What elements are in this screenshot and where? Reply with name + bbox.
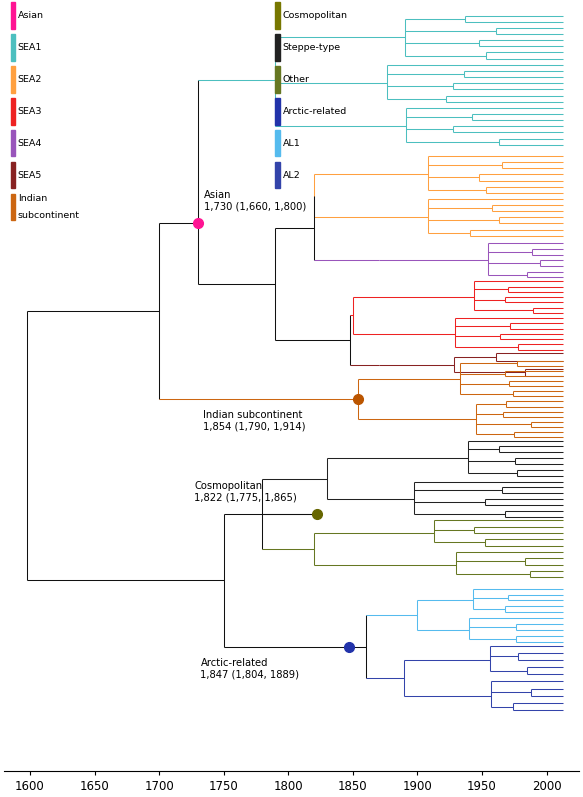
- Text: SEA4: SEA4: [17, 139, 42, 147]
- Bar: [275, 34, 280, 61]
- Text: SEA3: SEA3: [17, 107, 42, 116]
- Text: Other: Other: [282, 75, 310, 84]
- Bar: [275, 130, 280, 156]
- Text: Cosmopolitan: Cosmopolitan: [282, 11, 347, 20]
- Bar: [10, 162, 15, 188]
- Bar: [275, 66, 280, 92]
- Bar: [10, 130, 15, 156]
- Bar: [275, 98, 280, 124]
- Text: SEA5: SEA5: [17, 171, 42, 179]
- Text: Arctic-related
1,847 (1,804, 1889): Arctic-related 1,847 (1,804, 1889): [201, 658, 300, 680]
- Bar: [10, 34, 15, 61]
- Text: Steppe-type: Steppe-type: [282, 43, 340, 52]
- Text: subcontinent: subcontinent: [17, 210, 80, 220]
- Text: SEA2: SEA2: [17, 75, 42, 84]
- Text: Indian: Indian: [17, 194, 47, 203]
- Text: Indian subcontinent
1,854 (1,790, 1,914): Indian subcontinent 1,854 (1,790, 1,914): [203, 410, 305, 432]
- Bar: [10, 98, 15, 124]
- Text: Arctic-related: Arctic-related: [282, 107, 347, 116]
- Bar: [275, 162, 280, 188]
- Text: Asian: Asian: [17, 11, 44, 20]
- Text: Asian
1,730 (1,660, 1,800): Asian 1,730 (1,660, 1,800): [204, 190, 307, 211]
- Bar: [10, 66, 15, 92]
- Text: SEA1: SEA1: [17, 43, 42, 52]
- Bar: [10, 194, 15, 220]
- Text: AL1: AL1: [282, 139, 300, 147]
- Bar: [10, 2, 15, 29]
- Bar: [275, 2, 280, 29]
- Text: AL2: AL2: [282, 171, 300, 179]
- Text: Cosmopolitan
1,822 (1,775, 1,865): Cosmopolitan 1,822 (1,775, 1,865): [194, 481, 297, 502]
